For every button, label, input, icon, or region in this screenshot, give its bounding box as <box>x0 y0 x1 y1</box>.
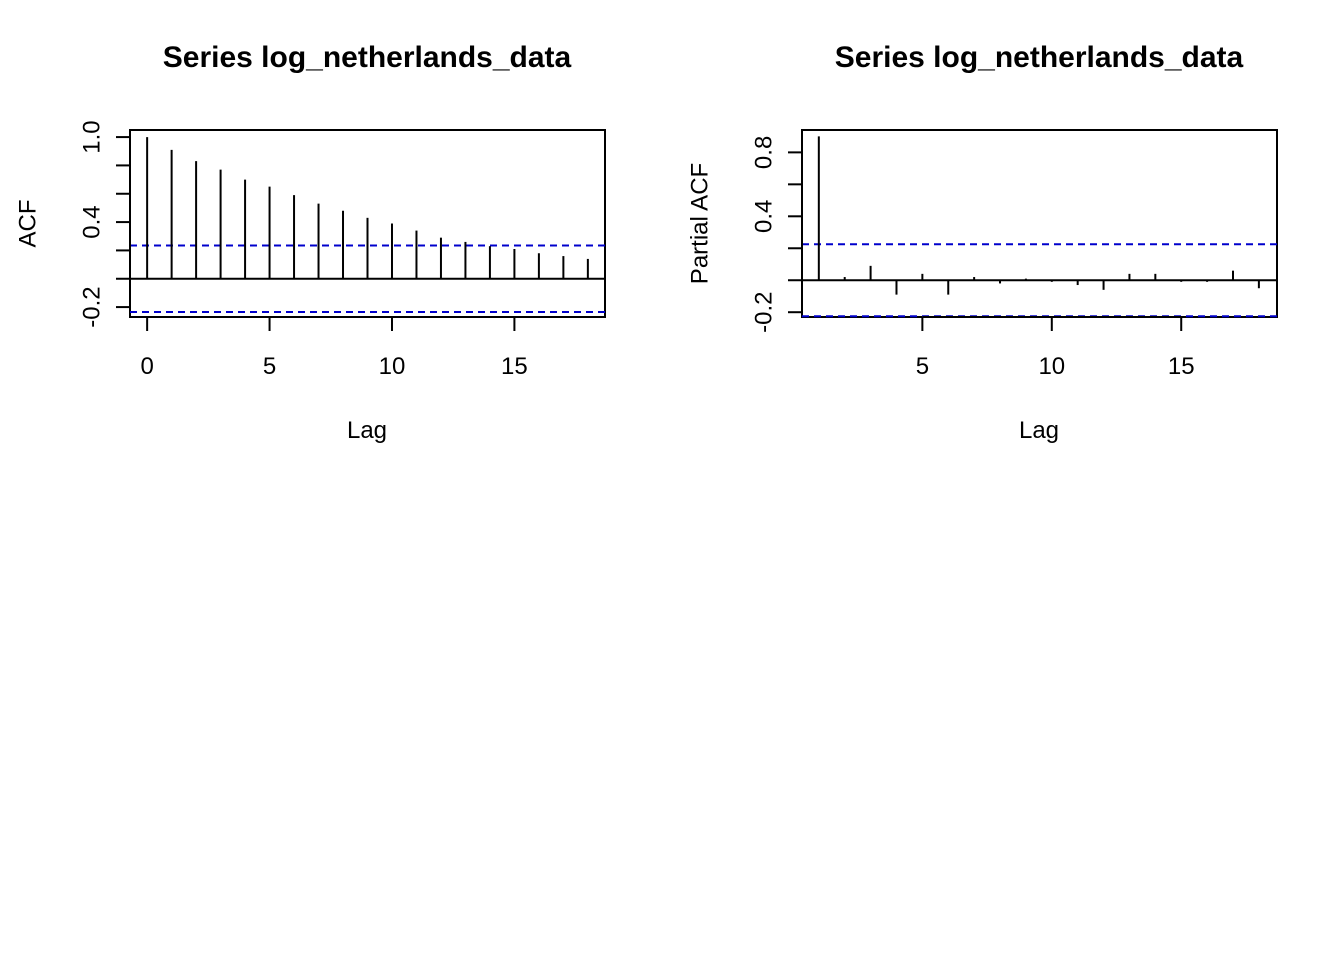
pacf-panel: Series log_netherlands_data 5 10 15 -0.2 0.4 0… <box>687 41 1278 444</box>
x-axis-label: Lag <box>1019 417 1059 444</box>
chart-title: Series log_netherlands_data <box>835 41 1244 74</box>
y-tick-label: 1.0 <box>79 120 106 153</box>
y-tick-label: -0.2 <box>751 292 778 333</box>
y-tick-label: -0.2 <box>79 286 106 327</box>
x-axis-label: Lag <box>347 417 387 444</box>
x-tick-label: 0 <box>140 353 153 380</box>
plot-frame <box>801 129 1278 318</box>
y-tick-label: 0.4 <box>79 205 106 238</box>
x-tick-label: 15 <box>1168 353 1195 380</box>
acf-panel: Series log_netherlands_data 0 5 10 15 -0.2 0.4… <box>15 41 606 444</box>
y-axis-label: Partial ACF <box>687 163 714 284</box>
y-tick-label: 0.4 <box>751 200 778 233</box>
y-tick-label: 0.8 <box>751 136 778 169</box>
x-tick-label: 15 <box>501 353 528 380</box>
x-tick-label: 10 <box>1038 353 1065 380</box>
x-tick-label: 10 <box>379 353 406 380</box>
x-tick-label: 5 <box>263 353 276 380</box>
chart-title: Series log_netherlands_data <box>163 41 572 74</box>
y-axis-label: ACF <box>15 200 42 248</box>
x-tick-label: 5 <box>916 353 929 380</box>
